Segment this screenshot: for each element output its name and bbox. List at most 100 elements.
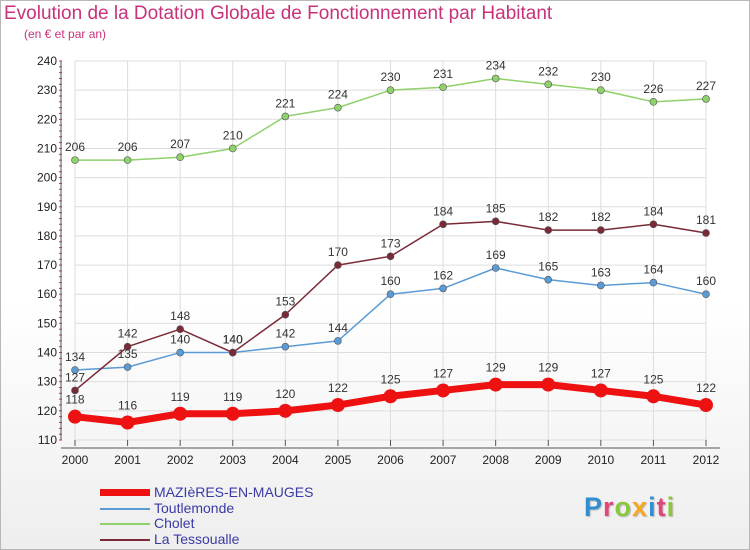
logo-letter: P <box>584 492 604 522</box>
data-point <box>597 226 605 234</box>
y-tick-label: 160 <box>37 287 57 301</box>
y-tick-label: 140 <box>37 346 57 360</box>
data-label: 230 <box>380 70 400 84</box>
data-label: 134 <box>65 350 85 364</box>
data-point <box>544 226 553 234</box>
data-point <box>544 275 553 284</box>
data-point <box>281 112 290 121</box>
data-point <box>436 383 451 398</box>
x-tick-label: 2012 <box>693 453 720 467</box>
data-label: 164 <box>643 263 663 277</box>
data-point <box>702 290 710 299</box>
logo-letter: i <box>666 492 676 522</box>
data-label: 162 <box>433 268 453 282</box>
x-tick-label: 2011 <box>641 453 667 467</box>
data-point <box>702 95 710 103</box>
data-point <box>278 403 293 418</box>
legend-label: Toutlemonde <box>154 499 235 516</box>
y-tick-label: 210 <box>37 141 57 155</box>
data-point <box>439 83 447 92</box>
proxiti-logo: Proxiti <box>584 492 675 523</box>
data-label: 119 <box>223 390 242 404</box>
data-label: 118 <box>65 393 84 407</box>
data-label: 148 <box>170 309 190 323</box>
data-label: 173 <box>380 236 400 250</box>
data-point <box>488 377 503 392</box>
x-tick-label: 2004 <box>272 453 299 467</box>
data-label: 163 <box>591 265 611 279</box>
data-point <box>597 86 605 94</box>
chart-title: Evolution de la Dotation Globale de Fonc… <box>4 3 553 24</box>
x-tick-label: 2003 <box>219 453 246 467</box>
data-point <box>71 156 79 164</box>
x-tick-label: 2007 <box>430 453 457 467</box>
data-point <box>544 80 553 89</box>
legend-swatch <box>100 523 150 525</box>
data-point <box>491 264 500 272</box>
data-point <box>176 348 184 357</box>
y-tick-label: 240 <box>37 54 57 68</box>
data-label: 125 <box>643 372 663 386</box>
data-label: 129 <box>538 361 558 375</box>
y-tick-label: 230 <box>37 83 57 97</box>
data-point <box>123 363 132 371</box>
data-point <box>491 74 500 83</box>
x-tick-label: 2010 <box>587 453 614 467</box>
data-label: 140 <box>223 333 243 347</box>
data-point <box>491 217 500 226</box>
data-point <box>702 229 710 237</box>
logo-letter: t <box>656 492 667 522</box>
data-point <box>334 103 342 112</box>
grid <box>74 60 707 441</box>
data-label: 127 <box>433 366 453 380</box>
data-point <box>176 153 184 162</box>
x-tick-label: 2006 <box>377 453 404 467</box>
x-tick-label: 2005 <box>325 453 352 467</box>
legend-label: MAZIèRES-EN-MAUGES <box>154 484 314 500</box>
y-tick-label: 130 <box>37 375 57 389</box>
data-point <box>334 261 342 269</box>
data-label: 122 <box>328 381 348 395</box>
data-label: 135 <box>118 347 138 361</box>
data-label: 227 <box>696 79 716 93</box>
data-point <box>330 398 345 413</box>
data-label: 230 <box>591 70 611 84</box>
data-label: 122 <box>696 381 716 395</box>
logo-letter: o <box>614 492 633 522</box>
data-label: 207 <box>170 137 190 151</box>
data-point <box>228 348 237 357</box>
legend-label: La Tessoualle <box>154 530 240 547</box>
data-point <box>120 415 135 430</box>
data-point <box>541 377 556 392</box>
data-point <box>439 220 447 229</box>
data-point <box>71 366 79 374</box>
data-point <box>176 325 184 334</box>
legend-swatch <box>100 489 150 496</box>
x-tick-label: 2009 <box>535 453 562 467</box>
y-tick-label: 170 <box>37 258 57 272</box>
data-label: 140 <box>223 333 243 347</box>
data-label: 142 <box>275 327 295 341</box>
data-label: 170 <box>328 245 348 259</box>
data-label: 206 <box>65 140 85 154</box>
data-label: 160 <box>380 274 400 288</box>
x-tick-label: 2000 <box>62 453 89 467</box>
legend-swatch <box>100 538 150 541</box>
data-label: 185 <box>486 201 506 215</box>
data-label: 182 <box>591 210 611 224</box>
y-tick-label: 220 <box>37 112 57 126</box>
data-label: 169 <box>486 248 506 262</box>
data-label: 140 <box>170 333 190 347</box>
data-label: 160 <box>696 274 716 288</box>
y-tick-label: 200 <box>37 171 57 185</box>
data-label: 116 <box>118 399 137 413</box>
legend-label: Cholet <box>154 515 195 531</box>
data-label: 142 <box>118 327 138 341</box>
data-label: 206 <box>118 140 138 154</box>
data-point <box>649 98 658 106</box>
data-point <box>228 144 237 153</box>
data-point <box>649 220 658 229</box>
data-label: 234 <box>486 58 506 72</box>
x-tick-label: 2002 <box>167 453 194 467</box>
